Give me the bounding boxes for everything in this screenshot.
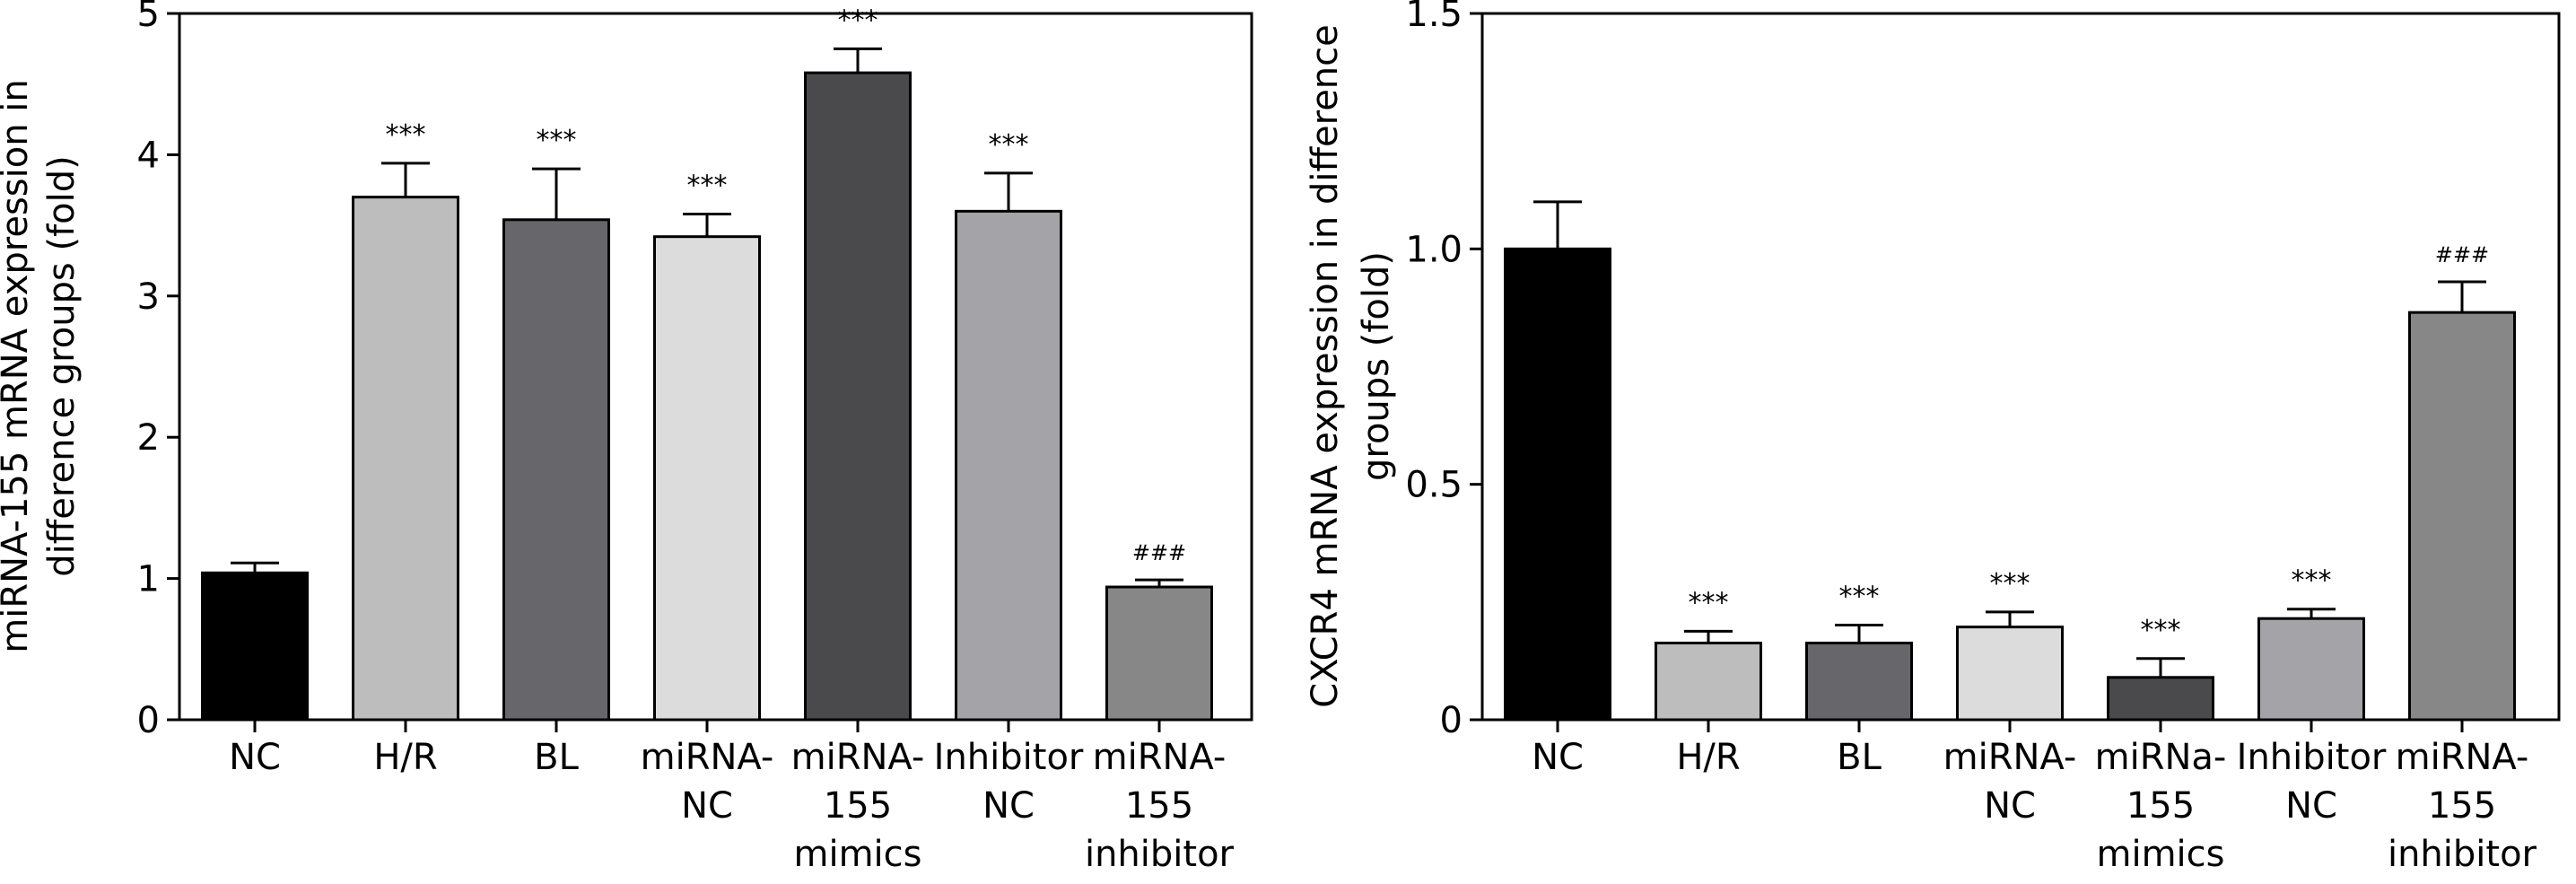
x-tick-label: BL [534, 737, 579, 778]
y-tick-label: 5 [137, 0, 160, 35]
x-tick-label: NC [1532, 737, 1584, 778]
bar [804, 71, 912, 722]
x-tick-label-line: H/R [1676, 737, 1740, 778]
x-tick-label-line: miRNA- [791, 737, 925, 778]
x-tick-label-line: 155 [1125, 785, 1193, 827]
significance-label: *** [2141, 615, 2181, 646]
x-tick-label: miRNA- 155 inhibitor [2388, 737, 2537, 875]
bar [352, 196, 459, 722]
bar [1805, 641, 1913, 722]
plot-frame [1480, 12, 2561, 722]
bar [1956, 626, 2064, 722]
x-tick-label: miRNA- NC [641, 737, 774, 827]
y-tick-label: 3 [137, 276, 160, 318]
y-tick-label: 0.5 [1405, 465, 1463, 506]
x-tick-label-line: miRNA- [1943, 737, 2077, 778]
bar [955, 209, 1062, 722]
y-axis-title: difference groups (fold) [41, 155, 83, 577]
y-tick-label: 1 [137, 559, 160, 600]
left-chart-panel: 0 1 2 3 4 5 miRNA-155 mRNA expression indiffer… [0, 0, 1253, 875]
bar [502, 218, 610, 722]
significance-label: *** [386, 119, 426, 151]
bar [2107, 676, 2214, 722]
right-chart-panel: 0 0.5 1.0 1.5 CXCR4 mRNA expression in diffe… [1305, 0, 2561, 875]
x-tick-label-line: NC [2285, 785, 2337, 827]
significance-label: *** [1689, 587, 1729, 618]
x-tick-label: miRNa- 155 mimics [2095, 737, 2227, 875]
y-axis-title: groups (fold) [1356, 251, 1397, 481]
bar [2408, 311, 2516, 722]
x-tick-label: miRNA- 155 mimics [791, 737, 925, 875]
bar [2257, 617, 2365, 722]
x-tick-label-line: miRNA- [1093, 737, 1227, 778]
significance-label: ### [2435, 242, 2489, 267]
significance-label: *** [2292, 565, 2332, 597]
bar [201, 571, 309, 722]
x-tick-label: H/R [373, 737, 437, 778]
x-tick-label-line: miRNA- [641, 737, 774, 778]
x-tick-label-line: inhibitor [2388, 834, 2537, 875]
x-tick-label-line: NC [681, 785, 733, 827]
y-tick-label: 0 [1440, 700, 1463, 741]
x-tick-label: miRNA- 155 inhibitor [1085, 737, 1235, 875]
y-tick-label: 4 [137, 135, 160, 176]
y-axis-title: miRNA-155 mRNA expression in [0, 79, 36, 652]
significance-label: ### [1132, 540, 1186, 565]
x-tick-label-line: NC [229, 737, 281, 778]
x-tick-label: Inhibitor NC [2237, 737, 2387, 827]
significance-label: *** [687, 171, 728, 202]
x-tick-label-line: miRNA- [2396, 737, 2529, 778]
significance-label: *** [537, 125, 577, 156]
significance-label: *** [838, 4, 878, 36]
x-tick-label: H/R [1676, 737, 1740, 778]
x-tick-label-line: BL [1837, 737, 1882, 778]
y-axis-title: CXCR4 mRNA expression in difference [1305, 24, 1346, 708]
x-tick-label-line: H/R [373, 737, 437, 778]
x-tick-label: NC [229, 737, 281, 778]
bar [1504, 247, 1611, 722]
bar [653, 235, 761, 722]
x-tick-label-line: NC [982, 785, 1035, 827]
x-tick-label-line: BL [534, 737, 579, 778]
y-tick-label: 1.5 [1405, 0, 1463, 35]
x-tick-label: Inhibitor NC [934, 737, 1084, 827]
x-tick-label-line: miRNa- [2095, 737, 2227, 778]
x-tick-label-line: mimics [2097, 834, 2225, 875]
y-tick-label: 0 [137, 700, 160, 741]
y-tick-label: 1.0 [1405, 229, 1463, 270]
x-tick-label-line: mimics [794, 834, 922, 875]
y-tick-label: 2 [137, 417, 160, 459]
x-tick-label-line: inhibitor [1085, 834, 1235, 875]
bar [1105, 585, 1213, 722]
x-tick-label-line: NC [1984, 785, 2036, 827]
x-tick-label-line: Inhibitor [934, 737, 1084, 778]
x-tick-label-line: 155 [2428, 785, 2496, 827]
x-tick-label-line: 155 [2126, 785, 2195, 827]
significance-label: *** [1990, 568, 2030, 600]
x-tick-label-line: Inhibitor [2237, 737, 2387, 778]
x-tick-label: miRNA- NC [1943, 737, 2077, 827]
x-tick-label: BL [1837, 737, 1882, 778]
x-tick-label-line: NC [1532, 737, 1584, 778]
bar [1655, 641, 1762, 722]
significance-label: *** [989, 129, 1029, 161]
significance-label: *** [1839, 582, 1880, 613]
x-tick-label-line: 155 [824, 785, 892, 827]
